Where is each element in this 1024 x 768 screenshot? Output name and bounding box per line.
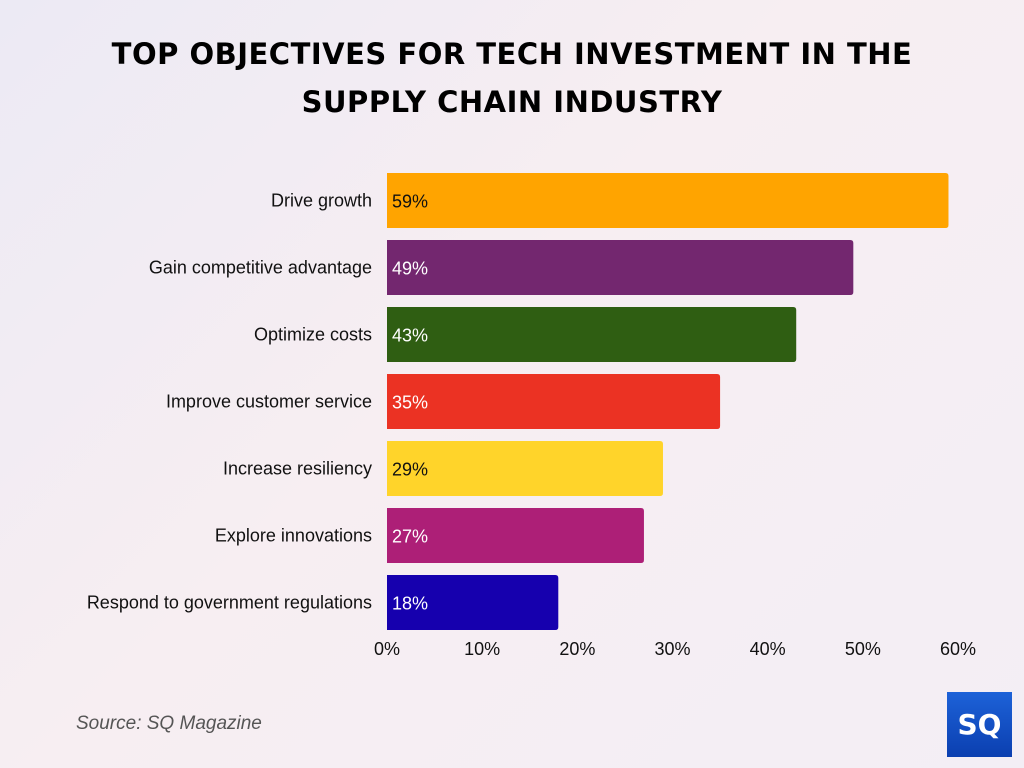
- data-label: 18%: [392, 594, 428, 614]
- bar: [387, 441, 663, 496]
- data-label: 29%: [392, 460, 428, 480]
- bar: [387, 374, 721, 429]
- category-label: Gain competitive advantage: [149, 258, 372, 278]
- x-tick-label: 20%: [559, 639, 595, 659]
- bar: [387, 307, 797, 362]
- bar: [387, 173, 949, 228]
- sq-logo: SQ: [947, 692, 1012, 757]
- title-line-2: SUPPLY CHAIN INDUSTRY: [301, 85, 723, 119]
- data-label: 59%: [392, 192, 428, 212]
- x-tick-label: 50%: [845, 639, 881, 659]
- category-label: Explore innovations: [215, 526, 372, 546]
- category-label: Respond to government regulations: [87, 593, 372, 613]
- data-label: 49%: [392, 259, 428, 279]
- category-label: Optimize costs: [254, 325, 372, 345]
- x-tick-label: 30%: [654, 639, 690, 659]
- bar: [387, 240, 854, 295]
- x-tick-label: 40%: [750, 639, 786, 659]
- x-tick-label: 60%: [940, 639, 976, 659]
- category-label: Drive growth: [271, 191, 372, 211]
- data-label: 35%: [392, 393, 428, 413]
- source-note: Source: SQ Magazine: [76, 713, 262, 734]
- data-label: 27%: [392, 527, 428, 547]
- x-tick-label: 10%: [464, 639, 500, 659]
- x-tick-label: 0%: [374, 639, 400, 659]
- chart-title: TOP OBJECTIVES FOR TECH INVESTMENT IN TH…: [0, 30, 1024, 126]
- title-line-1: TOP OBJECTIVES FOR TECH INVESTMENT IN TH…: [111, 37, 913, 71]
- data-label: 43%: [392, 326, 428, 346]
- bar: [387, 508, 644, 563]
- bar: [387, 575, 559, 630]
- category-label: Improve customer service: [166, 392, 372, 412]
- category-label: Increase resiliency: [223, 459, 372, 479]
